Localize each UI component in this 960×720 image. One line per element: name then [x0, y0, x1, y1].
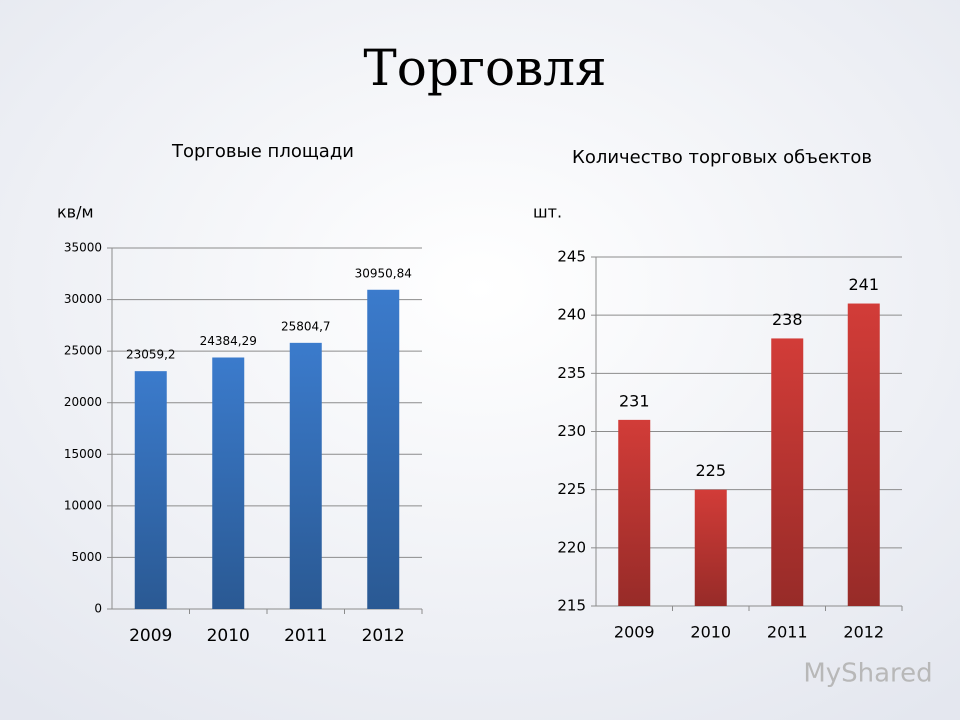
bar — [289, 342, 322, 609]
y-tick-label: 235 — [557, 364, 586, 382]
x-tick-label: 2011 — [767, 623, 808, 642]
y-tick-label: 15000 — [64, 447, 102, 461]
x-tick-label: 2012 — [843, 623, 884, 642]
y-tick-label: 5000 — [71, 550, 102, 564]
value-label: 30950,84 — [355, 266, 412, 280]
y-tick-label: 35000 — [64, 241, 102, 255]
bar — [618, 419, 651, 606]
bar — [847, 303, 880, 606]
x-tick-label: 2011 — [284, 626, 327, 646]
value-label: 225 — [695, 461, 726, 480]
x-tick-label: 2010 — [690, 623, 731, 642]
value-label: 25804,7 — [281, 319, 331, 333]
y-tick-label: 215 — [557, 597, 586, 615]
y-axis-label: шт. — [533, 203, 562, 222]
value-label: 238 — [772, 310, 803, 329]
y-tick-label: 225 — [557, 480, 586, 498]
value-label: 24384,29 — [200, 334, 257, 348]
x-tick-label: 2010 — [207, 626, 250, 646]
bar — [771, 338, 804, 606]
y-tick-label: 30000 — [64, 292, 102, 306]
value-label: 231 — [619, 391, 650, 410]
y-tick-label: 20000 — [64, 395, 102, 409]
value-label: 241 — [848, 275, 879, 294]
bar — [134, 371, 167, 609]
x-tick-label: 2009 — [614, 623, 655, 642]
bar — [367, 289, 400, 609]
y-tick-label: 230 — [557, 422, 586, 440]
x-tick-label: 2009 — [129, 626, 172, 646]
y-tick-label: 245 — [557, 248, 586, 266]
chart-title: Торговые площади — [171, 141, 354, 162]
y-tick-label: 25000 — [64, 344, 102, 358]
y-axis-label: кв/м — [57, 203, 94, 222]
bar — [212, 357, 245, 609]
bar — [694, 489, 727, 606]
value-label: 23059,2 — [126, 348, 176, 362]
x-tick-label: 2012 — [362, 626, 405, 646]
watermark: MyShared — [803, 659, 932, 689]
y-tick-label: 220 — [557, 538, 586, 556]
y-tick-label: 0 — [94, 602, 102, 616]
y-tick-label: 10000 — [64, 498, 102, 512]
slide-title: Торговля — [363, 39, 606, 97]
y-tick-label: 240 — [557, 306, 586, 324]
chart-title: Количество торговых объектов — [572, 147, 872, 168]
